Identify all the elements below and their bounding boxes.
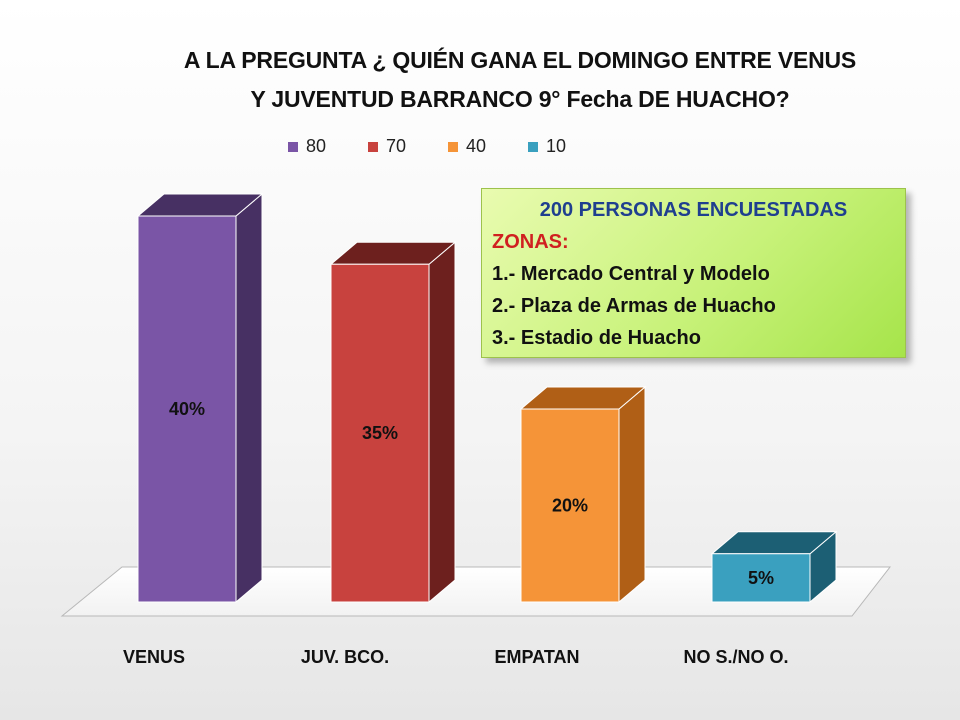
bar-side-venus — [235, 192, 263, 604]
bar-empatan — [520, 408, 620, 603]
zones-label: ZONAS: — [492, 231, 569, 253]
legend-item-3: 40 — [448, 136, 528, 157]
chart-title-line-1: A LA PREGUNTA ¿ QUIÉN GANA EL DOMINGO EN… — [183, 47, 857, 73]
survey-info-box: 200 PERSONAS ENCUESTADAS ZONAS: 1.- Merc… — [481, 188, 906, 358]
zone-item-1: 1.- Mercado Central y Modelo — [492, 263, 770, 285]
data-label-juv-bco: 35% — [362, 423, 398, 443]
data-label-no-s-no-o: 5% — [748, 568, 774, 588]
x-tick-label-empatan: EMPATAN — [494, 647, 580, 667]
bar-side-juv-bco — [428, 241, 456, 604]
x-tick-label-venus: VENUS — [122, 647, 185, 667]
bar-venus — [137, 215, 237, 603]
legend-item-4: 10 — [528, 136, 608, 157]
legend-label-1: 80 — [306, 136, 327, 156]
survey-count-heading: 200 PERSONAS ENCUESTADAS — [539, 199, 848, 221]
zone-item-2: 2.- Plaza de Armas de Huacho — [492, 295, 776, 317]
bar-juv-bco — [330, 263, 430, 603]
legend-label-2: 70 — [386, 136, 407, 156]
chart-title-line-2: Y JUVENTUD BARRANCO 9° Fecha DE HUACHO? — [250, 86, 790, 112]
legend-swatch-4 — [528, 141, 538, 152]
chart-legend: 80 70 40 10 — [288, 136, 608, 157]
data-label-venus: 40% — [169, 399, 205, 419]
x-tick-label-juv-bco: JUV. BCO. — [300, 647, 390, 667]
bars-group: 40% 35% 20% 5% — [136, 192, 838, 604]
bar-no-s-no-o — [711, 553, 811, 603]
legend-label-4: 10 — [546, 136, 567, 156]
data-label-empatan: 20% — [552, 496, 588, 516]
x-tick-label-no-sabe: NO S./NO O. — [683, 647, 789, 667]
zone-item-3: 3.- Estadio de Huacho — [492, 327, 701, 349]
bar-side-empatan — [618, 385, 646, 604]
legend-swatch-1 — [288, 141, 298, 152]
legend-label-3: 40 — [466, 136, 487, 156]
legend-item-1: 80 — [288, 136, 368, 157]
legend-swatch-3 — [448, 141, 458, 152]
legend-swatch-2 — [368, 141, 378, 152]
legend-item-2: 70 — [368, 136, 448, 157]
